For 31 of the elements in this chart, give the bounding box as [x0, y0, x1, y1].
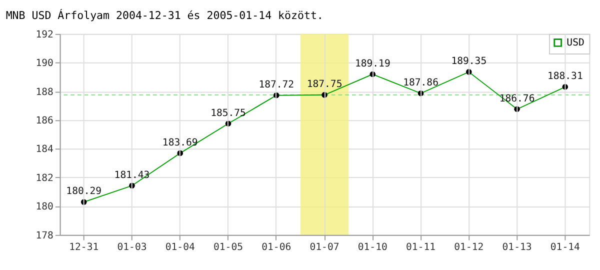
- legend-label: USD: [566, 38, 584, 49]
- x-tick-label: 01-14: [550, 242, 580, 254]
- x-tick-label: 01-12: [454, 242, 484, 254]
- x-tick-label: 12-31: [69, 242, 99, 254]
- x-tick-label: 01-05: [214, 242, 244, 254]
- x-tick-label: 01-10: [358, 242, 388, 254]
- y-tick-label: 180: [36, 202, 54, 213]
- y-tick-label: 178: [36, 230, 54, 242]
- data-label: 183.69: [162, 137, 198, 148]
- y-tick-label: 184: [36, 144, 54, 156]
- data-label: 188.31: [547, 71, 583, 82]
- data-label: 180.29: [66, 186, 102, 198]
- y-tick-label: 190: [36, 58, 54, 70]
- data-label: 185.75: [210, 108, 246, 119]
- data-label: 189.35: [451, 56, 487, 68]
- data-label: 187.75: [306, 79, 342, 90]
- data-label: 181.43: [114, 170, 150, 181]
- data-label: 187.72: [258, 80, 294, 91]
- data-label: 189.19: [354, 58, 390, 70]
- x-tick-label: 01-07: [310, 242, 340, 254]
- y-tick-label: 192: [36, 29, 54, 40]
- x-tick-label: 01-13: [502, 242, 532, 254]
- x-tick-label: 01-04: [165, 242, 195, 254]
- y-tick-label: 186: [36, 115, 54, 126]
- chart-title: MNB USD Árfolyam 2004-12-31 és 2005-01-14 között.: [6, 9, 324, 22]
- x-tick-label: 01-06: [262, 242, 292, 254]
- data-label: 187.86: [403, 78, 439, 88]
- x-tick-label: 01-03: [117, 242, 147, 254]
- y-tick-label: 188: [36, 86, 54, 98]
- x-tick-label: 01-11: [406, 242, 436, 254]
- y-tick-label: 182: [36, 172, 54, 184]
